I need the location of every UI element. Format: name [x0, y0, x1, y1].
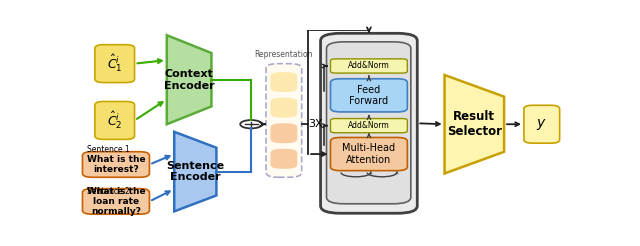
Polygon shape	[167, 35, 211, 124]
FancyBboxPatch shape	[330, 59, 408, 73]
FancyBboxPatch shape	[83, 189, 150, 214]
FancyBboxPatch shape	[330, 79, 408, 112]
FancyBboxPatch shape	[326, 42, 411, 204]
Text: Sentence 1: Sentence 1	[88, 145, 130, 154]
FancyBboxPatch shape	[95, 45, 134, 83]
FancyBboxPatch shape	[266, 64, 301, 177]
FancyBboxPatch shape	[330, 119, 408, 133]
Text: 3X: 3X	[308, 119, 323, 129]
Text: $y$: $y$	[536, 117, 547, 132]
Text: What is the
loan rate
normally?: What is the loan rate normally?	[86, 186, 145, 216]
Text: Representation: Representation	[255, 50, 313, 59]
Text: Add&Norm: Add&Norm	[348, 121, 390, 130]
FancyBboxPatch shape	[271, 98, 297, 118]
FancyBboxPatch shape	[95, 102, 134, 139]
FancyBboxPatch shape	[83, 152, 150, 177]
Text: What is the
interest?: What is the interest?	[86, 155, 145, 174]
Polygon shape	[174, 132, 216, 211]
Circle shape	[240, 120, 262, 128]
Text: Feed
Forward: Feed Forward	[349, 85, 388, 106]
Text: Sentence
Encoder: Sentence Encoder	[166, 161, 225, 182]
Text: Add&Norm: Add&Norm	[348, 62, 390, 71]
FancyBboxPatch shape	[271, 149, 297, 169]
Text: $\hat{C}_2^i$: $\hat{C}_2^i$	[107, 110, 122, 131]
FancyBboxPatch shape	[330, 138, 408, 171]
FancyBboxPatch shape	[321, 33, 417, 213]
FancyBboxPatch shape	[271, 123, 297, 143]
Polygon shape	[445, 75, 504, 173]
FancyBboxPatch shape	[524, 105, 559, 143]
Text: Sentence 2: Sentence 2	[88, 187, 130, 196]
Text: Context
Encoder: Context Encoder	[164, 69, 214, 91]
FancyBboxPatch shape	[271, 72, 297, 92]
Text: Result
Selector: Result Selector	[447, 110, 502, 138]
Text: $\hat{C}_1^i$: $\hat{C}_1^i$	[107, 53, 122, 74]
Text: Multi-Head
Attention: Multi-Head Attention	[342, 143, 396, 165]
